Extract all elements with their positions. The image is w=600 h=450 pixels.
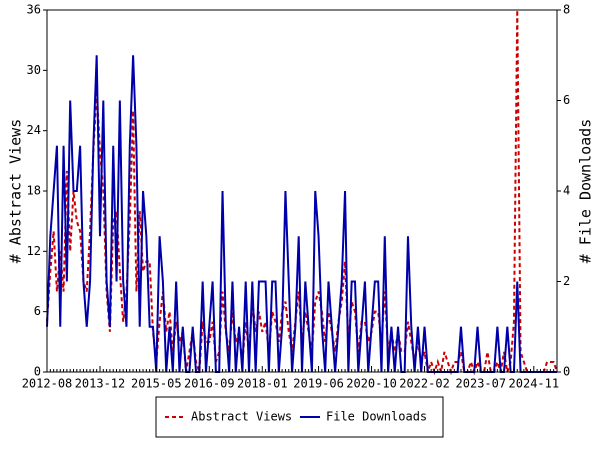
y2-tick-label: 6 [563, 93, 570, 107]
legend-box [155, 396, 444, 438]
x-tick-label: 2022-02 [399, 377, 450, 391]
x-tick-label: 2012-08 [22, 377, 73, 391]
x-tick-label: 2023-07 [456, 377, 507, 391]
y2-tick-label: 4 [563, 184, 570, 198]
x-tick-label: 2016-09 [184, 377, 235, 391]
y-axis-label: # Abstract Views [7, 119, 25, 264]
y2-axis-label: # File Downloads [577, 119, 595, 264]
y2-tick-label: 2 [563, 274, 570, 288]
y-tick-label: 30 [27, 63, 41, 77]
x-tick-label: 2019-06 [293, 377, 344, 391]
legend-label: File Downloads [326, 410, 427, 424]
x-tick-label: 2013-12 [75, 377, 126, 391]
x-tick-label: 2018-01 [237, 377, 288, 391]
y-tick-label: 6 [34, 304, 41, 318]
x-tick-label: 2020-10 [346, 377, 397, 391]
legend-label: Abstract Views [191, 410, 292, 424]
y-tick-label: 18 [27, 184, 41, 198]
y2-tick-label: 8 [563, 3, 570, 17]
y-tick-label: 36 [27, 3, 41, 17]
y-tick-label: 12 [27, 244, 41, 258]
y-tick-label: 0 [34, 365, 41, 379]
y2-tick-label: 0 [563, 365, 570, 379]
x-tick-label: 2015-05 [131, 377, 182, 391]
x-tick-label: 2024-11 [509, 377, 560, 391]
y-tick-label: 24 [27, 123, 41, 137]
